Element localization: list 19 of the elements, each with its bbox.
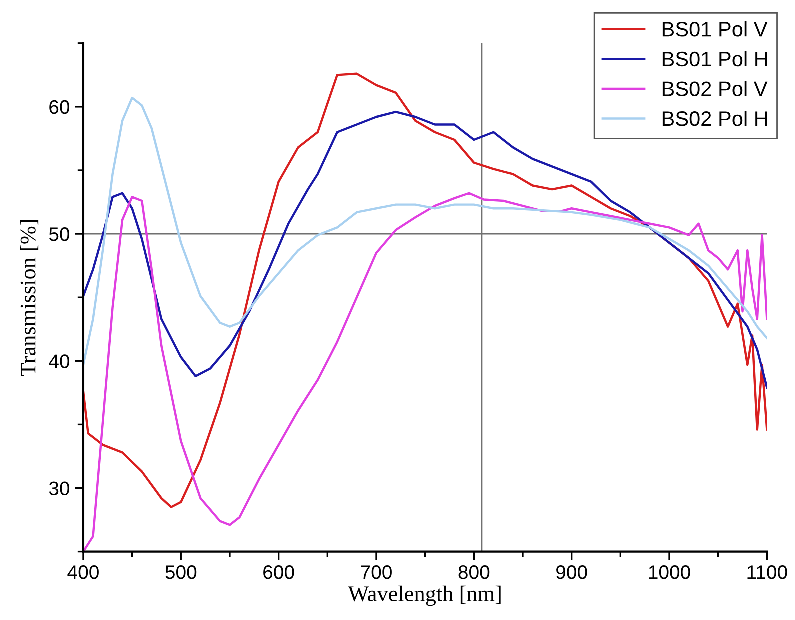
legend-label: BS02 Pol V xyxy=(662,81,768,96)
x-tick-label: 600 xyxy=(264,566,294,580)
x-tick-label: 900 xyxy=(556,566,588,580)
x-tick-label: 700 xyxy=(361,566,392,580)
x-tick-label: 500 xyxy=(166,566,197,580)
y-tick-label: 30 xyxy=(49,482,70,496)
line-series xyxy=(83,72,768,508)
y-tick-label: 50 xyxy=(49,228,70,242)
y-tick-label: 60 xyxy=(50,100,70,114)
x-axis-title: Wavelength [nm] xyxy=(348,586,501,606)
x-tick-label: 400 xyxy=(68,566,99,580)
y-tick-label: 40 xyxy=(49,354,70,368)
legend-label: BS01 Pol V xyxy=(662,21,768,37)
legend-label: BS02 Pol H xyxy=(662,110,768,126)
x-tick-label: 1000 xyxy=(649,566,690,580)
y-axis-title: Transmission [%] xyxy=(20,220,39,376)
legend-label: BS01 Pol H xyxy=(662,51,768,67)
x-tick-label: 800 xyxy=(458,566,490,580)
x-tick-label: 1100 xyxy=(748,566,788,580)
